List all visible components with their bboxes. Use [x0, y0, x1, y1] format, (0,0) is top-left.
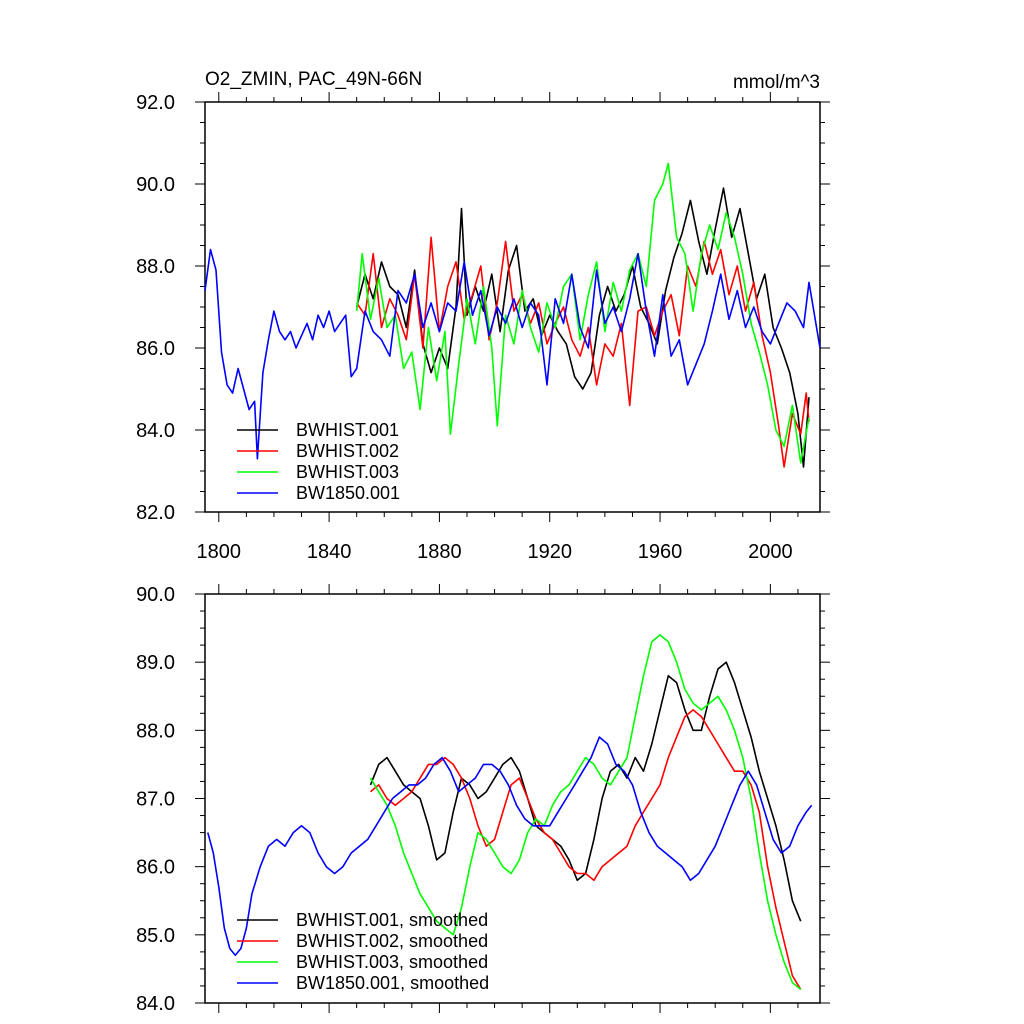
- bottom-y-tick-label: 85.0: [136, 925, 175, 947]
- top-chart-title: O2_ZMIN, PAC_49N-66N: [205, 69, 422, 90]
- bottom-legend-label-1: BWHIST.001, smoothed: [296, 910, 488, 930]
- top-legend-label-2: BWHIST.002: [296, 441, 399, 461]
- bottom-y-tick-label: 87.0: [136, 789, 175, 811]
- top-series-line-2: [356, 236, 810, 468]
- bottom-y-tick-label: 86.0: [136, 857, 175, 879]
- top-x-tick-label: 1880: [417, 541, 462, 563]
- top-x-tick-label: 1920: [527, 541, 572, 563]
- bottom-y-tick-label: 90.0: [136, 584, 175, 606]
- bottom-panel: 84.0 85.0 86.0 87.0 88.0 89.0 90.0 BWHIST.001, …: [136, 584, 830, 1015]
- top-y-tick-label: 92.0: [136, 92, 175, 114]
- top-series-line-3: [355, 162, 810, 464]
- bottom-series-line-2: [369, 709, 802, 990]
- bottom-series-line-4: [207, 736, 813, 957]
- bottom-series-line-3: [369, 634, 802, 991]
- bottom-series-line-1: [369, 661, 802, 922]
- top-series-line-4: [204, 248, 821, 460]
- bottom-legend-label-2: BWHIST.002, smoothed: [296, 931, 488, 951]
- top-x-tick-label: 1840: [307, 541, 352, 563]
- top-y-tick-label: 82.0: [136, 502, 175, 524]
- bottom-legend-label-4: BW1850.001, smoothed: [296, 973, 489, 993]
- top-chart-units: mmol/m^3: [733, 72, 820, 93]
- top-y-tick-label: 86.0: [136, 338, 175, 360]
- bottom-y-tick-label: 88.0: [136, 720, 175, 742]
- bottom-y-tick-label: 84.0: [136, 993, 175, 1015]
- top-x-tick-label: 1800: [197, 541, 242, 563]
- bottom-legend-label-3: BWHIST.003, smoothed: [296, 952, 488, 972]
- top-x-tick-label: 1960: [638, 541, 683, 563]
- top-legend-label-1: BWHIST.001: [296, 420, 399, 440]
- top-legend-label-3: BWHIST.003: [296, 462, 399, 482]
- top-legend-label-4: BW1850.001: [296, 483, 400, 503]
- top-y-tick-label: 90.0: [136, 174, 175, 196]
- top-panel: O2_ZMIN, PAC_49N-66N mmol/m^3 1800 1840 18…: [136, 69, 830, 563]
- top-y-tick-label: 84.0: [136, 420, 175, 442]
- top-x-tick-label: 2000: [748, 541, 793, 563]
- top-y-tick-label: 88.0: [136, 256, 175, 278]
- bottom-y-tick-label: 89.0: [136, 652, 175, 674]
